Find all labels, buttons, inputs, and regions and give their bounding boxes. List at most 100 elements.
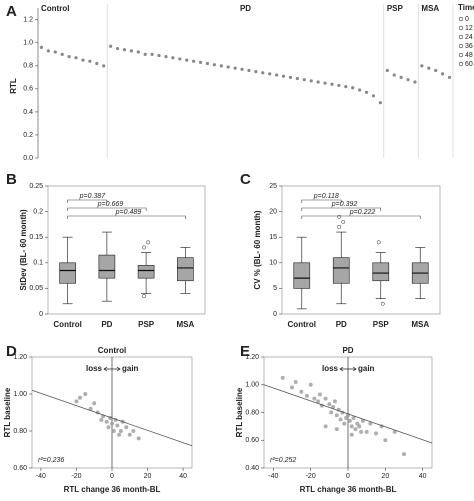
y-tick-label: 1.2 xyxy=(23,17,33,24)
point xyxy=(334,427,339,432)
outlier xyxy=(376,240,381,245)
box xyxy=(98,254,116,279)
x-tick-label: -40 xyxy=(36,473,46,480)
y-axis-label: CV % (BL- 60 month) xyxy=(253,210,262,289)
y-tick-label: 5 xyxy=(273,285,277,292)
legend-title: Time xyxy=(458,3,474,12)
y-tick-label: 1.20 xyxy=(13,354,27,361)
point xyxy=(342,421,347,426)
group-label: MSA xyxy=(421,4,439,13)
point xyxy=(104,419,109,424)
subject-point xyxy=(171,56,175,60)
box xyxy=(332,257,350,284)
y-tick-label: 0.8 xyxy=(23,63,33,70)
y-tick-label: 0.05 xyxy=(29,285,43,292)
point xyxy=(368,421,373,426)
bracket xyxy=(67,207,147,211)
subject-point xyxy=(254,70,258,74)
y-tick-label: 0.2 xyxy=(33,208,43,215)
y-axis-label: RTL xyxy=(9,78,18,94)
point xyxy=(293,379,298,384)
panel-title: PD xyxy=(342,346,353,355)
subject-point xyxy=(192,59,196,63)
p-value: p=0.222 xyxy=(349,209,376,216)
y-tick-label: 0.60 xyxy=(245,437,259,444)
point xyxy=(359,429,364,434)
legend-entry: 60 xyxy=(465,61,473,68)
subject-point xyxy=(81,58,85,62)
group-label: PD xyxy=(240,4,251,13)
p-value: p=0.392 xyxy=(331,201,358,208)
subject-point xyxy=(288,75,293,79)
point xyxy=(111,429,116,433)
subject-point xyxy=(399,75,403,79)
x-tick-label: Control xyxy=(53,320,81,329)
panel-letter: C xyxy=(240,171,251,188)
y-tick-label: 1.20 xyxy=(245,354,259,361)
panel-letter: E xyxy=(240,343,250,360)
x-tick-label: MSA xyxy=(411,320,429,329)
point xyxy=(329,410,334,415)
p-value: p=0.118 xyxy=(313,193,339,200)
point xyxy=(304,393,309,398)
box xyxy=(293,262,311,289)
subject-point xyxy=(233,66,237,70)
subject-point xyxy=(46,49,50,53)
point xyxy=(308,382,313,387)
point xyxy=(316,399,321,404)
subject-point xyxy=(281,74,286,78)
panel-letter: B xyxy=(6,171,17,188)
outlier xyxy=(146,240,151,245)
point xyxy=(106,425,111,430)
fit-line xyxy=(31,389,193,447)
point xyxy=(347,418,352,423)
point xyxy=(374,431,378,436)
outlier xyxy=(380,301,385,306)
x-tick-label: PD xyxy=(336,320,347,329)
subject-point xyxy=(413,80,417,84)
point xyxy=(383,438,388,443)
subject-point xyxy=(219,64,223,68)
gain-label: gain xyxy=(358,364,375,373)
group-label: Control xyxy=(41,4,69,13)
point xyxy=(349,424,354,429)
x-tick-label: 40 xyxy=(179,473,187,480)
x-tick-label: -20 xyxy=(71,473,81,480)
subject-point xyxy=(392,73,396,77)
subject-point xyxy=(378,101,382,105)
y-tick-label: 0.80 xyxy=(13,428,27,435)
subject-point xyxy=(268,72,272,76)
subject-point xyxy=(330,82,334,86)
point xyxy=(323,396,328,401)
panel-letter: A xyxy=(6,3,17,20)
outlier xyxy=(142,294,147,298)
subject-point xyxy=(109,44,113,48)
x-tick-label: 0 xyxy=(110,473,114,480)
x-tick-label: PD xyxy=(101,320,112,329)
subject-point xyxy=(226,65,230,69)
subject-point xyxy=(323,81,327,85)
subject-point xyxy=(143,52,147,56)
subject-point xyxy=(275,73,279,77)
point xyxy=(318,392,322,397)
point xyxy=(136,436,141,441)
point xyxy=(117,432,122,437)
subject-point xyxy=(337,83,341,88)
p-value: p=0.669 xyxy=(97,201,124,208)
point xyxy=(131,429,136,433)
point xyxy=(118,429,123,433)
subject-point xyxy=(102,64,106,68)
point xyxy=(323,424,328,429)
point xyxy=(280,375,285,380)
y-tick-label: 0.25 xyxy=(29,183,43,190)
arrow xyxy=(339,366,357,372)
bracket xyxy=(67,215,186,219)
subject-point xyxy=(164,55,168,59)
point xyxy=(115,423,120,428)
point xyxy=(99,417,104,422)
panel-letter: D xyxy=(6,343,17,360)
subject-point xyxy=(316,80,320,84)
legend-entry: 0 xyxy=(465,16,469,23)
point xyxy=(74,399,79,404)
r-squared: r²=0.252 xyxy=(270,457,296,464)
